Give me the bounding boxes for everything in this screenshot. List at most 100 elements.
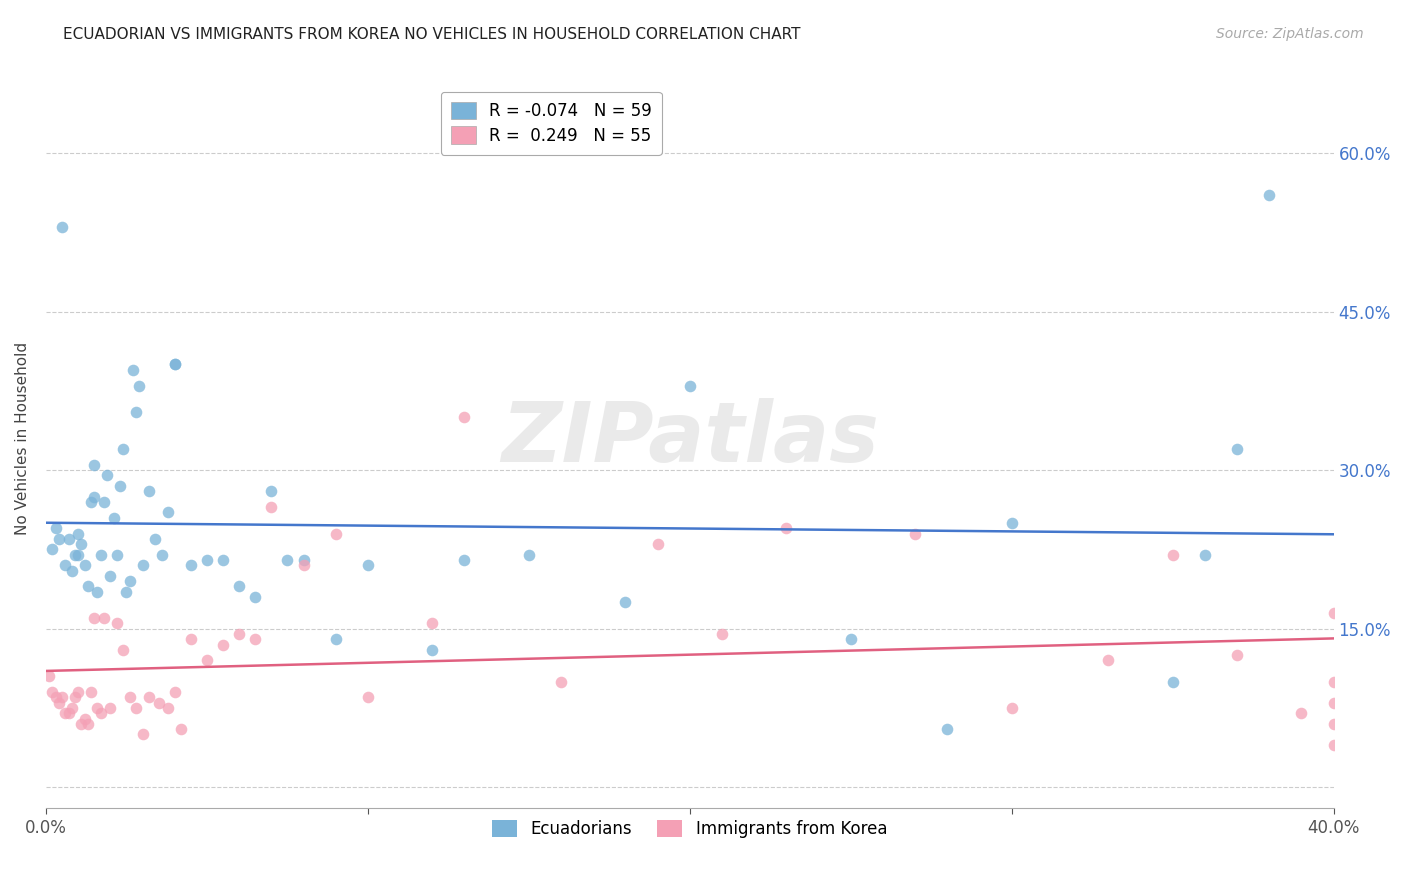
Point <box>53 558 76 573</box>
Point <box>45 521 67 535</box>
Point <box>1161 548 1184 562</box>
Point <box>83 611 105 625</box>
Point <box>38 669 60 683</box>
Point <box>80 685 103 699</box>
Point <box>157 506 180 520</box>
Point <box>115 584 138 599</box>
Point <box>453 410 475 425</box>
Point <box>80 495 103 509</box>
Point <box>1001 701 1024 715</box>
Point <box>48 532 70 546</box>
Point <box>118 574 141 589</box>
Point <box>679 378 702 392</box>
Point <box>228 627 250 641</box>
Point <box>936 722 959 736</box>
Point <box>163 358 186 372</box>
Point <box>1001 516 1024 530</box>
Point <box>170 722 193 736</box>
Point <box>357 690 380 705</box>
Point <box>60 564 83 578</box>
Point <box>118 690 141 705</box>
Point <box>163 685 186 699</box>
Point <box>108 479 131 493</box>
Text: ECUADORIAN VS IMMIGRANTS FROM KOREA NO VEHICLES IN HOUSEHOLD CORRELATION CHART: ECUADORIAN VS IMMIGRANTS FROM KOREA NO V… <box>63 27 801 42</box>
Point <box>150 548 173 562</box>
Point <box>58 532 80 546</box>
Point <box>63 690 86 705</box>
Point <box>122 363 145 377</box>
Point <box>325 526 347 541</box>
Point <box>93 495 115 509</box>
Point <box>145 532 167 546</box>
Point <box>614 595 637 609</box>
Point <box>157 701 180 715</box>
Point <box>70 537 93 551</box>
Point <box>1226 648 1249 662</box>
Point <box>228 579 250 593</box>
Point <box>48 696 70 710</box>
Point <box>98 701 121 715</box>
Point <box>53 706 76 721</box>
Point <box>260 500 283 515</box>
Point <box>98 569 121 583</box>
Point <box>325 632 347 647</box>
Point <box>76 717 98 731</box>
Point <box>1323 606 1346 620</box>
Point <box>67 526 90 541</box>
Point <box>245 590 267 604</box>
Point <box>1226 442 1249 456</box>
Point <box>70 717 93 731</box>
Point <box>41 542 63 557</box>
Point <box>775 521 797 535</box>
Point <box>195 653 218 667</box>
Point <box>112 442 135 456</box>
Point <box>647 537 669 551</box>
Point <box>550 674 572 689</box>
Point <box>1258 188 1281 202</box>
Point <box>1323 717 1346 731</box>
Point <box>83 458 105 472</box>
Point <box>260 484 283 499</box>
Point <box>51 690 73 705</box>
Point <box>711 627 734 641</box>
Point <box>1323 674 1346 689</box>
Point <box>90 706 112 721</box>
Point <box>112 643 135 657</box>
Point <box>292 558 315 573</box>
Point <box>105 548 128 562</box>
Point <box>105 616 128 631</box>
Point <box>103 510 125 524</box>
Point <box>90 548 112 562</box>
Point <box>58 706 80 721</box>
Point <box>51 220 73 235</box>
Text: ZIPatlas: ZIPatlas <box>501 398 879 479</box>
Point <box>67 685 90 699</box>
Point <box>212 553 235 567</box>
Point <box>63 548 86 562</box>
Point <box>1323 696 1346 710</box>
Point <box>1161 674 1184 689</box>
Point <box>839 632 862 647</box>
Point <box>138 484 160 499</box>
Point <box>276 553 298 567</box>
Point <box>93 611 115 625</box>
Point <box>96 468 118 483</box>
Point <box>131 727 153 741</box>
Point <box>357 558 380 573</box>
Point <box>86 701 108 715</box>
Point <box>1194 548 1216 562</box>
Point <box>163 358 186 372</box>
Point <box>73 558 96 573</box>
Point <box>41 685 63 699</box>
Point <box>125 701 148 715</box>
Point <box>420 616 443 631</box>
Point <box>420 643 443 657</box>
Point <box>148 696 170 710</box>
Y-axis label: No Vehicles in Household: No Vehicles in Household <box>15 342 30 535</box>
Point <box>60 701 83 715</box>
Point <box>180 558 202 573</box>
Point <box>86 584 108 599</box>
Point <box>904 526 927 541</box>
Point <box>83 490 105 504</box>
Point <box>1323 738 1346 752</box>
